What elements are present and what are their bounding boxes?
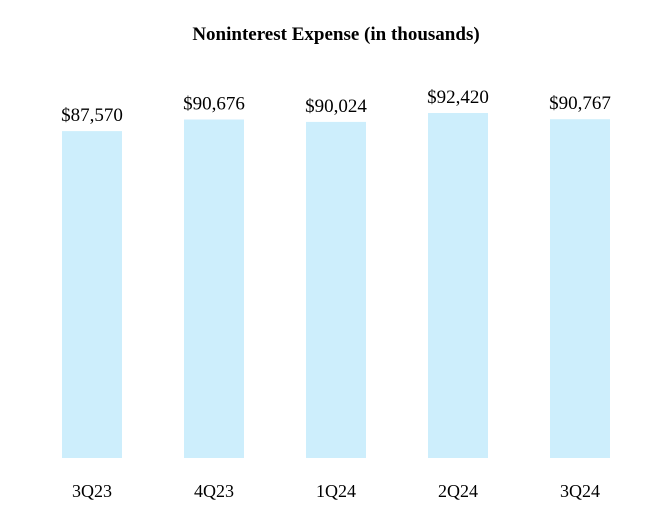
- x-tick-label-1q24: 1Q24: [316, 481, 356, 501]
- bar-4q23: [184, 119, 244, 458]
- data-labels-group: $87,570 $90,676 $90,024 $92,420 $90,767: [61, 87, 611, 126]
- x-axis-labels-group: 3Q23 4Q23 1Q24 2Q24 3Q24: [72, 481, 600, 501]
- x-tick-label-4q23: 4Q23: [194, 481, 234, 501]
- data-label-2q24: $92,420: [427, 87, 489, 108]
- bar-3q23: [62, 131, 122, 458]
- bars-group: [62, 113, 610, 459]
- bar-1q24: [306, 121, 366, 459]
- bar-2q24: [428, 113, 488, 458]
- x-tick-label-3q23: 3Q23: [72, 481, 112, 501]
- chart-title: Noninterest Expense (in thousands): [192, 24, 480, 45]
- x-tick-label-3q24: 3Q24: [560, 481, 600, 501]
- data-label-3q23: $87,570: [61, 105, 123, 126]
- x-tick-label-2q24: 2Q24: [438, 481, 478, 501]
- data-label-4q23: $90,676: [183, 94, 245, 115]
- bar-3q24: [550, 119, 610, 458]
- data-label-3q24: $90,767: [549, 93, 611, 114]
- data-label-1q24: $90,024: [305, 96, 367, 117]
